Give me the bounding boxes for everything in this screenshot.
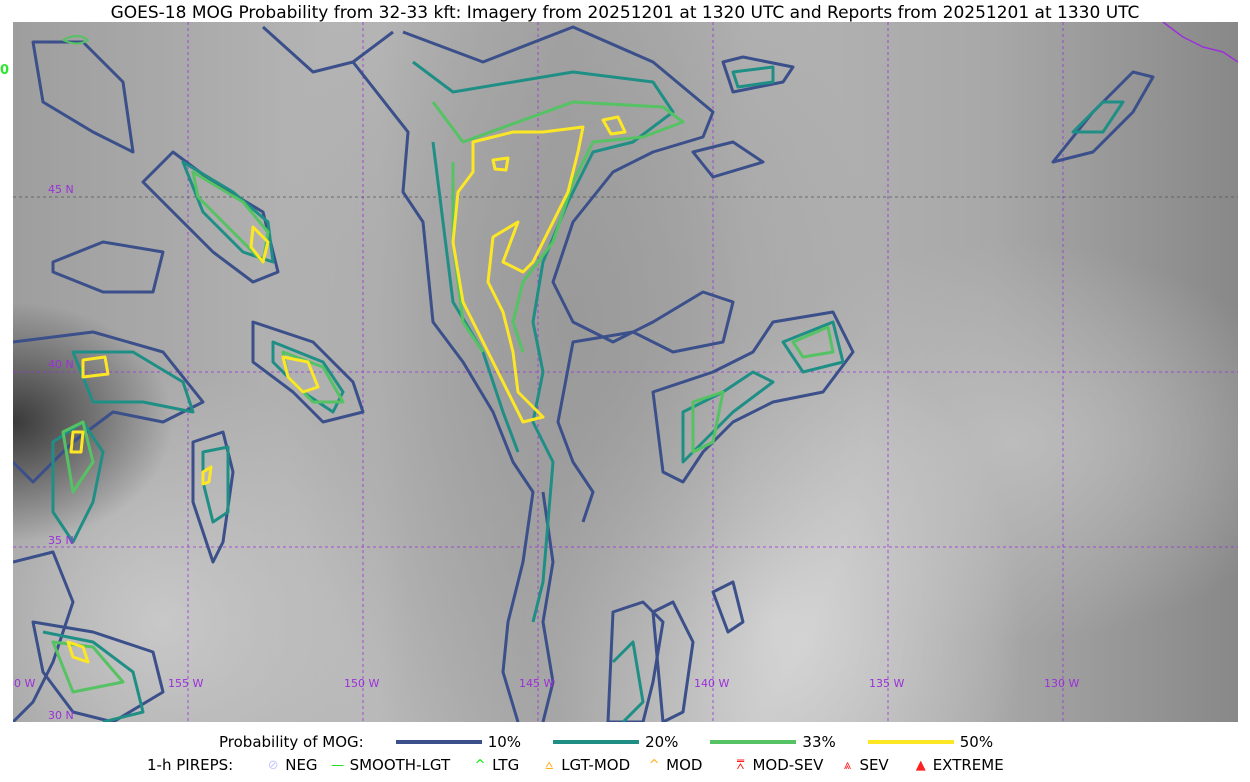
- satellite-map: 160 W 155 W 150 W 145 W 140 W 135 W 130 …: [13, 22, 1238, 722]
- top-right-reports: [1162, 22, 1238, 63]
- lat-label-30n: 30 N: [48, 709, 74, 722]
- lon-label-135w: 135 W: [869, 677, 905, 690]
- lon-label-140w: 140 W: [694, 677, 730, 690]
- caret-bar-icon: ⩟: [545, 757, 554, 773]
- legend-item-extreme: ▲ EXTREME: [909, 756, 1004, 774]
- probability-legend-title: Probability of MOG:: [219, 733, 364, 751]
- legend-item-neg: ⊘ NEG: [261, 756, 318, 774]
- legend-item-20pct: 20%: [553, 733, 678, 751]
- lon-label-155w: 155 W: [168, 677, 204, 690]
- filled-triangle-icon: ▲: [915, 757, 926, 773]
- pireps-legend-title: 1-h PIREPS:: [147, 756, 234, 774]
- neg-circle-icon: ⊘: [267, 757, 279, 773]
- legend-item-smooth-lgt: — SMOOTH-LGT: [326, 756, 450, 774]
- double-caret-bar-icon: ⩞: [736, 757, 745, 773]
- line-swatch-icon: [867, 740, 954, 744]
- line-swatch-icon: [395, 740, 482, 744]
- legend-item-50pct: 50%: [867, 733, 993, 751]
- lon-label-150w: 150 W: [344, 677, 380, 690]
- pireps-legend: 1-h PIREPS: ⊘ NEG — SMOOTH-LGT ^ LTG ⩟ LGT-M…: [147, 756, 1036, 774]
- pirep-report-label: 0: [0, 63, 10, 78]
- line-swatch-icon: [553, 740, 640, 744]
- gridlines: [13, 22, 1238, 722]
- dash-icon: —: [331, 757, 345, 773]
- chart-title: GOES-18 MOG Probability from 32-33 kft: …: [110, 3, 1140, 23]
- legend-item-33pct: 33%: [710, 733, 836, 751]
- legend-item-10pct: 10%: [395, 733, 521, 751]
- contour-50pct: [66, 115, 627, 664]
- caret-icon: ^: [474, 757, 486, 773]
- legend-item-mod-sev: ⩞ MOD-SEV: [728, 756, 824, 774]
- lon-label-145w: 145 W: [519, 677, 555, 690]
- legend-item-ltg: ^ LTG: [468, 756, 520, 774]
- legend-item-sev: ⩓ SEV: [835, 756, 889, 774]
- legend-item-lgt-mod: ⩟ LGT-MOD: [537, 756, 630, 774]
- lat-label-40n: 40 N: [48, 358, 74, 371]
- contour-10pct: [13, 25, 1155, 722]
- legend-item-mod: ^ MOD: [642, 756, 703, 774]
- lon-label-160w: 160 W: [13, 677, 36, 690]
- caret-icon: ^: [648, 757, 660, 773]
- lon-label-130w: 130 W: [1044, 677, 1080, 690]
- contour-33pct: [51, 35, 835, 694]
- probability-legend: Probability of MOG: 10% 20% 33% 50%: [219, 733, 1025, 751]
- double-caret-icon: ⩓: [843, 757, 852, 773]
- lat-label-35n: 35 N: [48, 534, 74, 547]
- lat-label-45n: 45 N: [48, 183, 74, 196]
- line-swatch-icon: [710, 740, 797, 744]
- contour-overlay: [13, 22, 1238, 722]
